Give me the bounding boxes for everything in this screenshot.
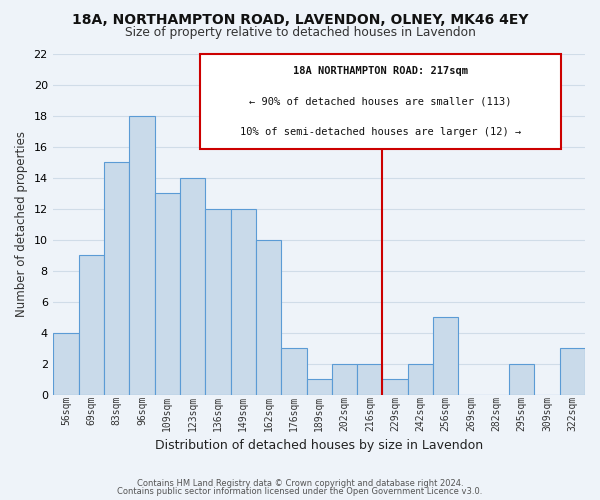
Bar <box>130 116 155 394</box>
Bar <box>332 364 357 394</box>
X-axis label: Distribution of detached houses by size in Lavendon: Distribution of detached houses by size … <box>155 440 483 452</box>
Bar <box>281 348 307 395</box>
Bar <box>382 379 408 394</box>
Bar <box>205 209 230 394</box>
Bar <box>357 364 382 394</box>
Bar <box>180 178 205 394</box>
Text: Contains public sector information licensed under the Open Government Licence v3: Contains public sector information licen… <box>118 487 482 496</box>
Text: 10% of semi-detached houses are larger (12) →: 10% of semi-detached houses are larger (… <box>239 127 521 137</box>
Bar <box>408 364 433 394</box>
Text: 18A, NORTHAMPTON ROAD, LAVENDON, OLNEY, MK46 4EY: 18A, NORTHAMPTON ROAD, LAVENDON, OLNEY, … <box>72 12 528 26</box>
Bar <box>53 332 79 394</box>
Text: Size of property relative to detached houses in Lavendon: Size of property relative to detached ho… <box>125 26 475 39</box>
Text: 18A NORTHAMPTON ROAD: 217sqm: 18A NORTHAMPTON ROAD: 217sqm <box>293 66 468 76</box>
Bar <box>230 209 256 394</box>
Text: ← 90% of detached houses are smaller (113): ← 90% of detached houses are smaller (11… <box>249 96 512 106</box>
Bar <box>104 162 130 394</box>
Bar <box>79 255 104 394</box>
Bar <box>256 240 281 394</box>
Bar <box>560 348 585 395</box>
Bar <box>155 194 180 394</box>
FancyBboxPatch shape <box>200 54 561 150</box>
Y-axis label: Number of detached properties: Number of detached properties <box>15 132 28 318</box>
Bar <box>307 379 332 394</box>
Text: Contains HM Land Registry data © Crown copyright and database right 2024.: Contains HM Land Registry data © Crown c… <box>137 478 463 488</box>
Bar <box>433 317 458 394</box>
Bar <box>509 364 535 394</box>
